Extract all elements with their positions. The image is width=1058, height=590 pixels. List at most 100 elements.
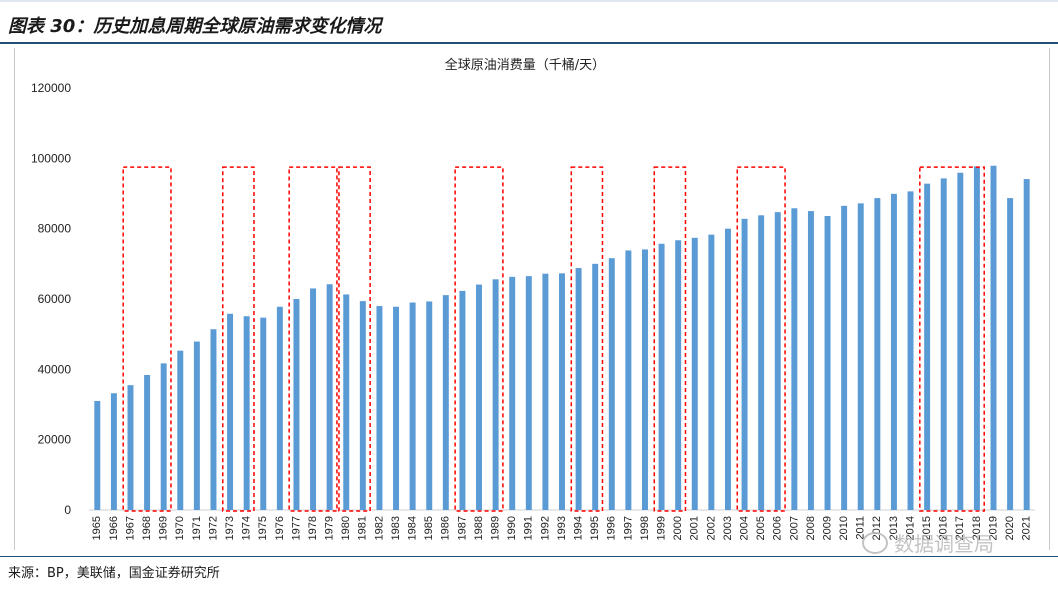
bar xyxy=(758,215,765,511)
x-tick-label: 1977 xyxy=(290,516,302,540)
highlight-period-box xyxy=(919,166,985,512)
bar xyxy=(525,276,532,510)
x-tick-label: 1966 xyxy=(108,516,120,540)
x-tick-label: 2009 xyxy=(821,516,833,540)
bar xyxy=(625,250,632,510)
bar xyxy=(442,295,449,510)
bar xyxy=(459,290,466,510)
highlight-period-box xyxy=(288,166,338,512)
x-tick-label: 2005 xyxy=(755,516,767,540)
y-tick-label: 120000 xyxy=(31,81,71,95)
bar xyxy=(824,216,831,510)
highlight-period-box xyxy=(653,166,687,512)
x-tick-label: 1997 xyxy=(622,516,634,540)
x-tick-label: 1981 xyxy=(357,516,369,540)
x-tick-label: 2018 xyxy=(971,516,983,540)
bar xyxy=(791,208,798,510)
bar xyxy=(144,374,151,510)
x-tick-label: 2020 xyxy=(1004,516,1016,540)
header-top-line xyxy=(0,0,1058,2)
x-tick-label: 1971 xyxy=(191,516,203,540)
y-tick-label: 40000 xyxy=(38,362,72,376)
bar xyxy=(177,350,184,510)
bar xyxy=(957,172,964,510)
bar xyxy=(691,237,698,510)
y-tick-label: 100000 xyxy=(31,151,71,165)
bar xyxy=(476,284,482,510)
x-tick-label: 1998 xyxy=(639,516,651,540)
x-tick-label: 1965 xyxy=(91,516,103,540)
bar xyxy=(1007,198,1014,510)
bar xyxy=(940,178,947,510)
bar xyxy=(509,276,516,510)
x-tick-label: 2015 xyxy=(921,516,933,540)
x-tick-label: 2013 xyxy=(888,516,900,540)
bar xyxy=(708,234,715,510)
bar xyxy=(741,218,748,510)
bar xyxy=(608,258,615,510)
x-tick-label: 2010 xyxy=(838,516,850,540)
x-tick-label: 1968 xyxy=(141,516,153,540)
x-tick-label: 2014 xyxy=(904,516,916,540)
x-tick-label: 2001 xyxy=(689,516,701,540)
bar xyxy=(227,313,234,510)
x-tick-label: 1994 xyxy=(573,516,585,540)
x-tick-label: 1987 xyxy=(456,516,468,540)
bar xyxy=(409,302,416,510)
bar xyxy=(857,203,864,510)
bar xyxy=(907,191,914,510)
bar xyxy=(376,306,383,510)
bar xyxy=(127,385,134,510)
bar xyxy=(807,211,814,510)
x-tick-label: 2002 xyxy=(705,516,717,540)
x-tick-label: 1973 xyxy=(224,516,236,540)
bar xyxy=(890,193,897,510)
bar xyxy=(276,306,283,510)
x-tick-label: 1986 xyxy=(440,516,452,540)
bar xyxy=(293,299,300,510)
y-tick-label: 20000 xyxy=(38,433,72,447)
bar xyxy=(658,243,665,511)
bar xyxy=(110,393,117,510)
bar xyxy=(243,316,250,510)
x-tick-label: 1996 xyxy=(606,516,618,540)
x-tick-label: 2000 xyxy=(672,516,684,540)
x-tick-label: 2011 xyxy=(855,516,867,540)
chart-frame: 全球原油消费量（千桶/天） 0 20000 40000 60000 80000 10000… xyxy=(14,48,1050,550)
bar xyxy=(924,183,931,510)
x-tick-label: 1974 xyxy=(241,516,253,540)
x-tick-label: 1993 xyxy=(556,516,568,540)
x-tick-label: 1972 xyxy=(207,516,219,540)
x-tick-label: 1969 xyxy=(158,516,170,540)
x-tick-label: 1983 xyxy=(390,516,402,540)
bar xyxy=(1023,179,1030,510)
y-tick-label: 80000 xyxy=(38,222,72,236)
x-tick-label: 2004 xyxy=(738,516,750,540)
x-tick-label: 1982 xyxy=(373,516,385,540)
bar xyxy=(160,363,167,510)
bar xyxy=(559,273,565,510)
source-note: 来源：BP，美联储，国金证券研究所 xyxy=(8,566,220,581)
highlight-period-box xyxy=(122,166,172,512)
bar xyxy=(592,263,599,510)
y-tick-label: 60000 xyxy=(38,292,72,306)
bar xyxy=(575,268,582,510)
bar xyxy=(990,165,997,510)
header-rule xyxy=(0,42,1058,44)
bar xyxy=(326,284,333,510)
bar xyxy=(260,317,267,510)
figure-title: 图表 30：历史加息周期全球原油需求变化情况 xyxy=(8,16,382,37)
footer-rule xyxy=(0,556,1058,557)
bar xyxy=(774,212,781,510)
bar xyxy=(193,341,200,510)
bar xyxy=(642,249,648,510)
y-tick-label: 0 xyxy=(64,503,71,517)
bar xyxy=(393,306,400,510)
bar xyxy=(343,294,350,510)
x-tick-label: 1990 xyxy=(506,516,518,540)
watermark-text: 数据调查局 xyxy=(894,532,994,556)
x-tick-label: 1970 xyxy=(174,516,186,540)
bar xyxy=(874,198,881,510)
x-tick-label: 1985 xyxy=(423,516,435,540)
bar xyxy=(426,301,433,510)
